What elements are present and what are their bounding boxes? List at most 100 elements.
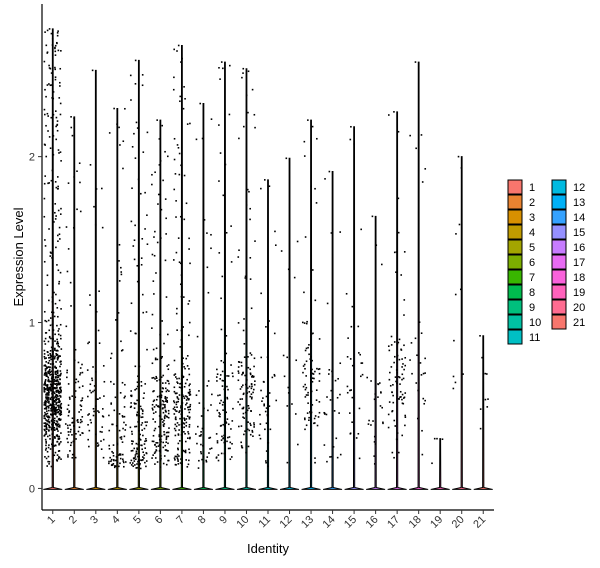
cell-point	[167, 380, 170, 382]
cell-point	[219, 378, 221, 380]
cell-point	[51, 37, 54, 40]
cell-point	[237, 401, 239, 403]
cell-point	[49, 255, 52, 257]
violin-21	[473, 335, 493, 490]
cell-point	[81, 385, 84, 387]
cell-point	[186, 123, 189, 125]
cell-point	[210, 447, 213, 450]
cell-point	[101, 431, 103, 433]
cell-point	[153, 399, 156, 402]
cell-point	[402, 377, 405, 380]
cell-point	[138, 463, 141, 466]
cell-point	[161, 320, 164, 322]
cell-point	[57, 355, 60, 358]
cell-point	[154, 171, 156, 174]
cell-point	[403, 368, 405, 371]
cell-point	[55, 423, 57, 426]
cell-point	[351, 396, 354, 399]
cell-point	[366, 376, 369, 379]
cell-point	[249, 433, 252, 436]
cell-point	[66, 437, 68, 440]
cell-point	[217, 459, 220, 462]
legend-label: 2	[529, 197, 535, 209]
legend-swatch	[507, 284, 523, 300]
cell-point	[56, 435, 59, 437]
legend-item-7: 7	[507, 269, 535, 285]
cell-point	[53, 392, 56, 395]
cell-point	[287, 268, 290, 271]
cell-point	[48, 421, 51, 423]
cell-point	[51, 349, 54, 351]
cell-point	[349, 138, 352, 141]
cell-point	[44, 438, 47, 441]
cell-point	[205, 460, 208, 463]
cell-point	[55, 138, 58, 141]
cell-point	[303, 155, 306, 157]
violin-12	[279, 157, 300, 490]
cell-point	[47, 446, 50, 449]
cell-point	[98, 290, 100, 293]
legend-item-12: 12	[551, 179, 585, 195]
cell-point	[57, 457, 60, 460]
cell-point	[89, 389, 91, 392]
cell-point	[168, 427, 170, 429]
cell-point	[135, 450, 138, 453]
cell-point	[260, 292, 262, 295]
cell-point	[177, 463, 180, 465]
cell-point	[67, 383, 70, 385]
cell-point	[134, 224, 136, 227]
cell-point	[187, 463, 190, 466]
cell-point	[152, 400, 155, 403]
cell-point	[177, 458, 179, 461]
cell-point	[45, 357, 47, 359]
cell-point	[251, 385, 253, 388]
cell-point	[273, 375, 276, 377]
cell-point	[110, 460, 112, 463]
cell-point	[97, 398, 99, 400]
cell-point	[152, 390, 154, 393]
cell-point	[387, 413, 390, 416]
cell-point	[54, 383, 57, 385]
cell-point	[184, 408, 186, 410]
cell-point	[308, 353, 310, 356]
cell-point	[243, 318, 245, 320]
cell-point	[43, 388, 46, 390]
cell-point	[397, 376, 400, 378]
cell-point	[138, 455, 141, 458]
cell-point	[119, 457, 122, 460]
cell-point	[266, 414, 269, 417]
cell-point	[180, 458, 182, 460]
cell-point-max	[307, 119, 309, 121]
cell-point	[286, 356, 289, 359]
cell-point	[145, 311, 148, 313]
cell-point	[43, 215, 46, 218]
cell-point	[226, 440, 228, 443]
cell-point	[54, 181, 57, 183]
cell-point	[167, 459, 170, 462]
cell-point	[51, 421, 54, 423]
cell-point	[164, 406, 166, 409]
cell-point	[268, 185, 271, 188]
cell-point	[58, 345, 61, 348]
cell-point	[314, 457, 316, 459]
y-tick-label: 0	[29, 483, 35, 495]
cell-point	[141, 412, 144, 415]
cell-point	[176, 144, 179, 146]
cell-point	[355, 437, 358, 439]
cell-point	[55, 396, 58, 399]
cell-point	[164, 414, 166, 417]
cell-point	[50, 389, 52, 392]
cell-point	[303, 363, 306, 366]
cell-point	[45, 419, 47, 421]
cell-point	[348, 412, 351, 414]
cell-point	[220, 439, 223, 441]
cell-point	[140, 380, 143, 383]
cell-point	[79, 373, 81, 376]
cell-point	[196, 442, 198, 445]
cell-point	[398, 338, 401, 341]
cell-point	[379, 382, 381, 384]
cell-point	[163, 416, 166, 418]
cell-point	[89, 304, 92, 306]
cell-point	[66, 371, 68, 374]
